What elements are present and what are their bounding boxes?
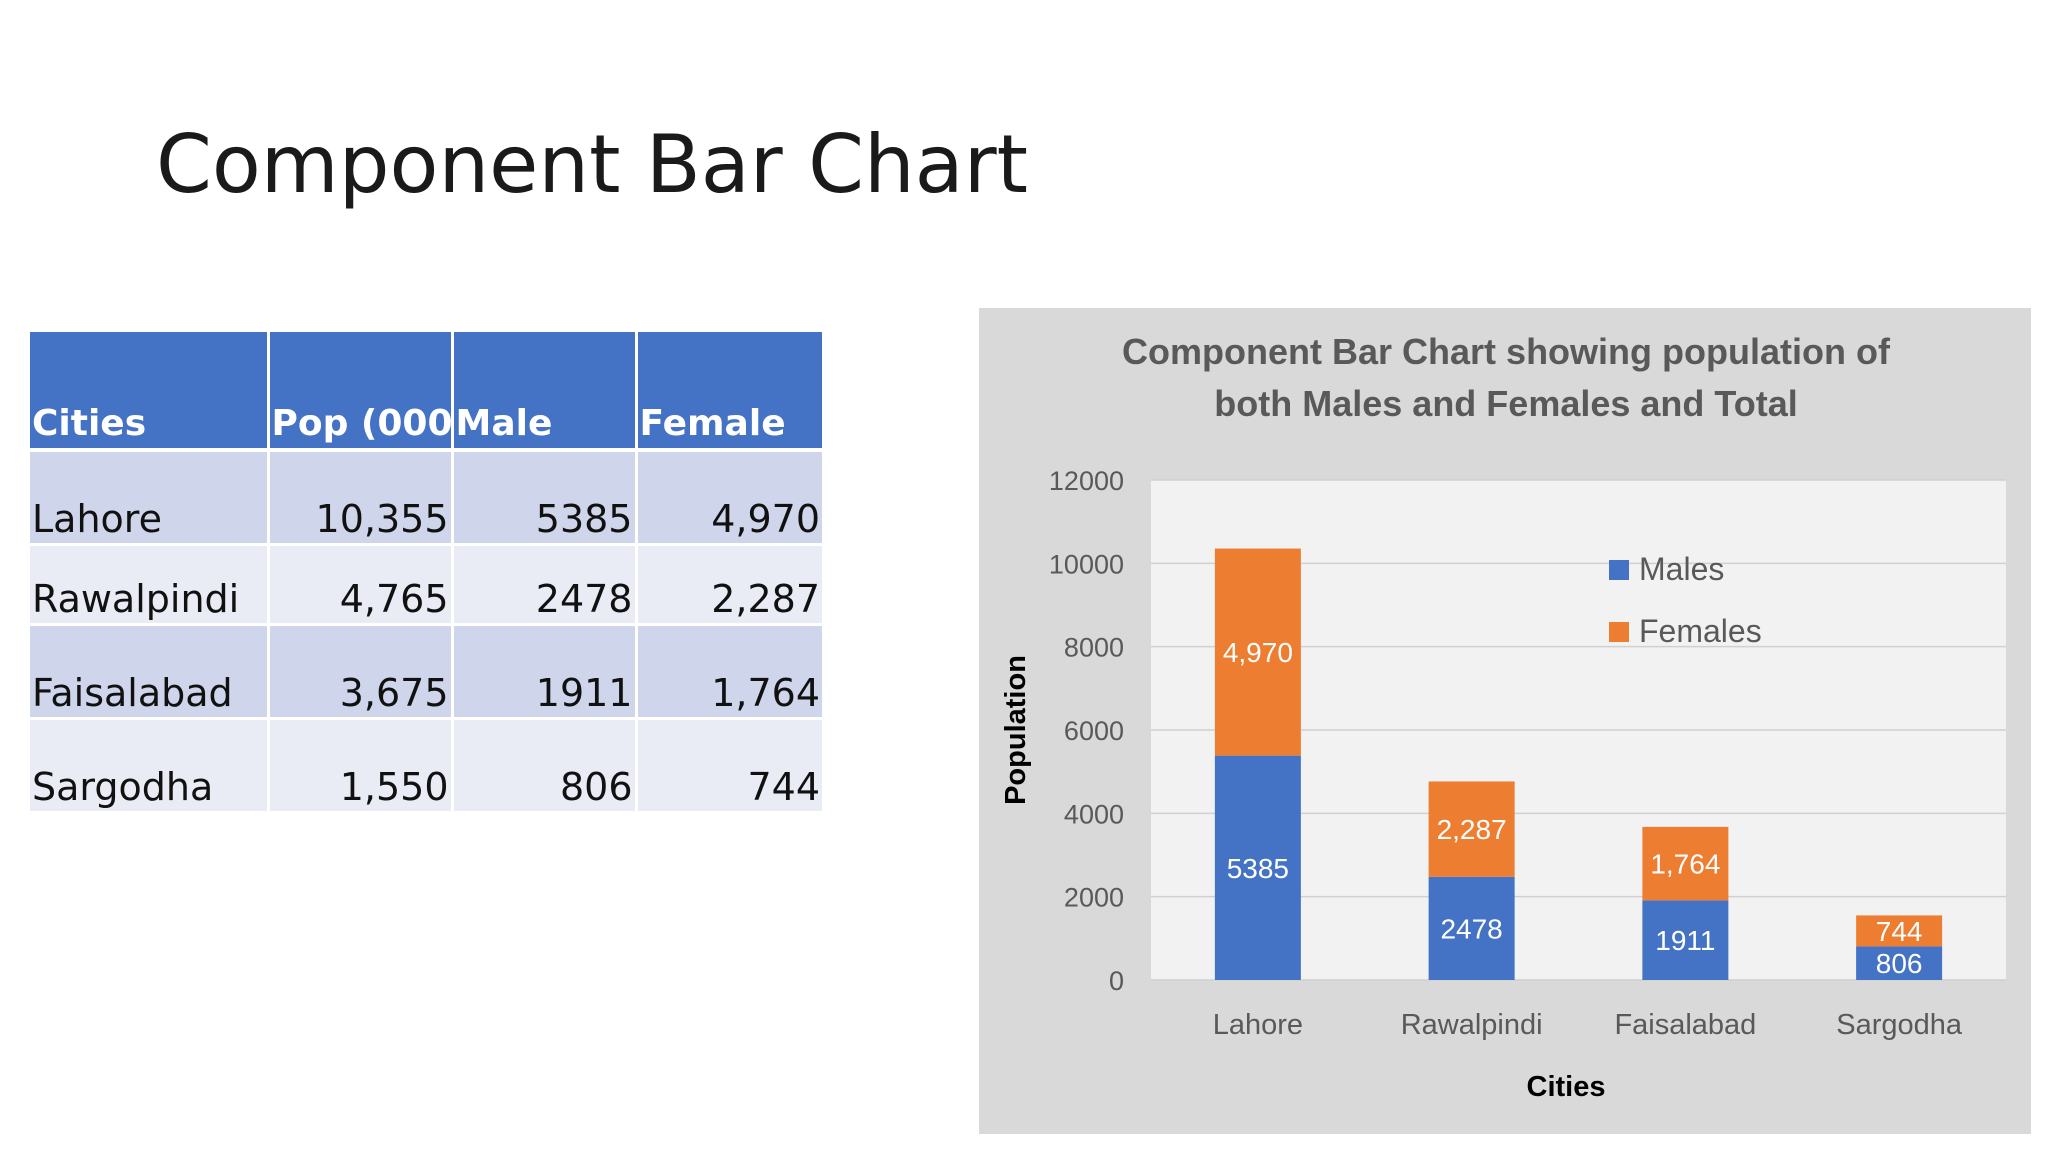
legend-label-males: Males xyxy=(1639,551,1724,587)
bar-females-rawalpindi xyxy=(1428,781,1515,877)
y-tick-label: 0 xyxy=(1109,966,1124,996)
bar-females-faisalabad xyxy=(1642,826,1729,901)
cell-female: 4,970 xyxy=(636,450,822,546)
y-tick-label: 10000 xyxy=(1049,549,1124,579)
cell-male: 5385 xyxy=(452,450,638,546)
header-female: Female xyxy=(636,332,822,452)
slide-title: Component Bar Chart xyxy=(156,118,1028,211)
cell-city: Faisalabad xyxy=(30,624,270,720)
x-axis-label: Cities xyxy=(1527,1071,1606,1103)
y-tick-label: 6000 xyxy=(1064,716,1124,746)
chart-panel: 5385 4,970 2478 2,287 1911 1,764 806 744 0 2000 4… xyxy=(979,308,2031,1134)
bar-males-sargodha xyxy=(1856,946,1943,980)
cell-city: Sargodha xyxy=(30,718,270,814)
table-header-row: Cities Pop (000) Male Female xyxy=(30,332,822,452)
cell-male: 1911 xyxy=(452,624,638,720)
x-tick-label: Rawalpindi xyxy=(1401,1009,1543,1041)
cell-pop: 4,765 xyxy=(268,544,454,626)
cell-pop: 3,675 xyxy=(268,624,454,720)
chart-title-line-2: both Males and Females and Total xyxy=(1214,383,1797,424)
table-row: Lahore 10,355 5385 4,970 xyxy=(30,450,822,546)
legend-label-females: Females xyxy=(1639,613,1762,649)
data-label: 2,287 xyxy=(1437,814,1507,845)
legend-swatch-females xyxy=(1609,622,1629,642)
cell-male: 2478 xyxy=(452,544,638,626)
cell-pop: 1,550 xyxy=(268,718,454,814)
cell-pop: 10,355 xyxy=(268,450,454,546)
table-row: Rawalpindi 4,765 2478 2,287 xyxy=(30,544,822,626)
x-tick-label: Sargodha xyxy=(1836,1009,1963,1041)
y-tick-label: 4000 xyxy=(1064,799,1124,829)
cell-female: 744 xyxy=(636,718,822,814)
header-pop: Pop (000) xyxy=(268,332,454,452)
data-label: 1911 xyxy=(1655,925,1715,956)
x-tick-label: Lahore xyxy=(1213,1009,1303,1041)
y-axis-label: Population xyxy=(1000,655,1032,805)
bar-males-lahore xyxy=(1214,755,1301,980)
data-label: 806 xyxy=(1876,948,1923,979)
population-table: Cities Pop (000) Male Female Lahore 10,3… xyxy=(30,332,822,814)
y-tick-label: 8000 xyxy=(1064,633,1124,663)
cell-female: 1,764 xyxy=(636,624,822,720)
chart-legend: Males Females xyxy=(1609,551,1762,649)
bar-males-rawalpindi xyxy=(1428,876,1515,980)
y-tick-label: 12000 xyxy=(1049,466,1124,496)
legend-swatch-males xyxy=(1609,560,1629,580)
chart-title-line-1: Component Bar Chart showing population o… xyxy=(1122,331,1891,372)
data-label: 4,970 xyxy=(1223,637,1293,668)
bar-males-faisalabad xyxy=(1642,900,1729,980)
bar-females-lahore xyxy=(1214,548,1301,756)
data-label: 2478 xyxy=(1440,913,1502,944)
x-tick-label: Faisalabad xyxy=(1614,1009,1756,1041)
bar-females-sargodha xyxy=(1856,915,1943,947)
cell-city: Lahore xyxy=(30,450,270,546)
data-label: 1,764 xyxy=(1650,849,1720,880)
header-cities: Cities xyxy=(30,332,270,452)
header-male: Male xyxy=(452,332,638,452)
table-row: Sargodha 1,550 806 744 xyxy=(30,718,822,814)
cell-city: Rawalpindi xyxy=(30,544,270,626)
data-label: 744 xyxy=(1876,916,1923,947)
cell-female: 2,287 xyxy=(636,544,822,626)
cell-male: 806 xyxy=(452,718,638,814)
data-label: 5385 xyxy=(1227,853,1289,884)
y-tick-label: 2000 xyxy=(1064,883,1124,913)
table-row: Faisalabad 3,675 1911 1,764 xyxy=(30,624,822,720)
